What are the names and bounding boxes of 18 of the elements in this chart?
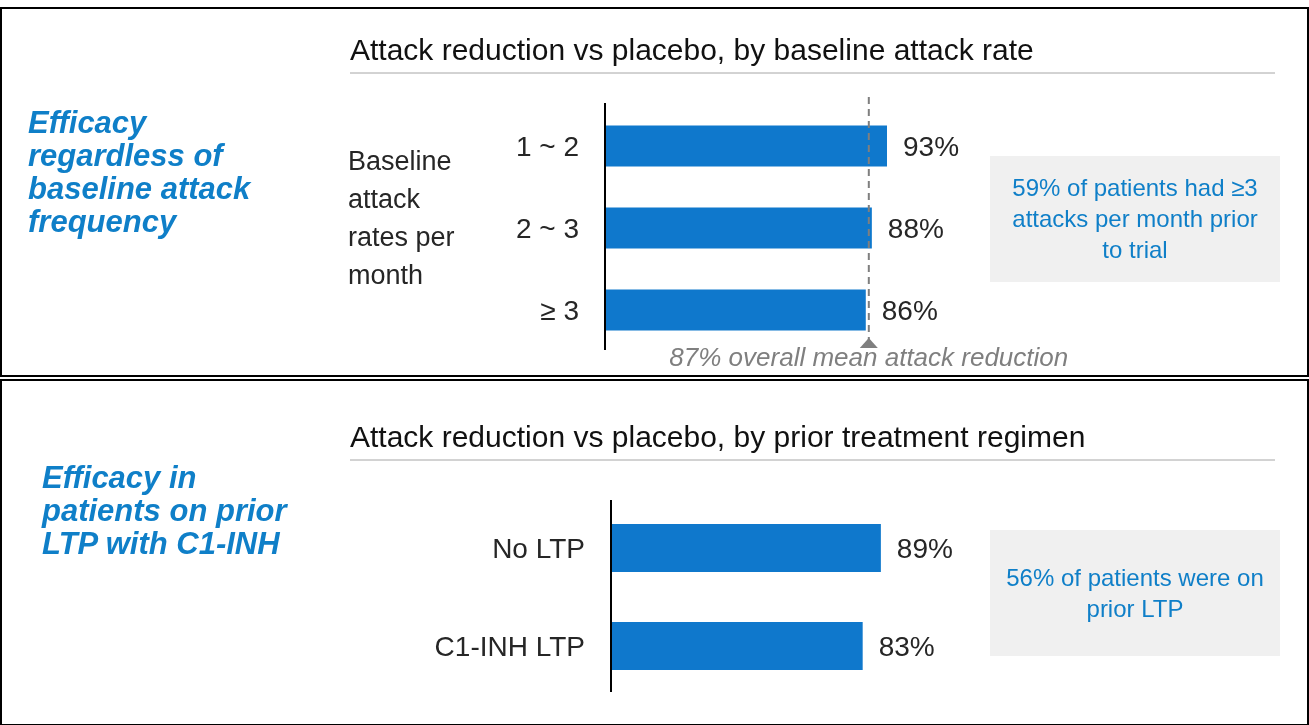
text: 56% of patients were on prior LTP [1006,563,1264,622]
data-label: 89% [896,533,953,564]
data-label: 83% [878,631,935,662]
y-tick-label: 1 ~ 2 [515,131,579,162]
data-label: 88% [887,213,944,244]
data-label: 86% [881,295,938,326]
text: Efficacy in patients on prior LTP with C1-INH [41,460,289,561]
y-tick-label: No LTP [492,533,585,564]
ref-line-label: 87% overall mean attack reduction [669,342,1069,372]
data-label: 93% [903,131,960,162]
y-tick-label: 2 ~ 3 [515,213,579,244]
y-tick-label: C1-INH LTP [434,631,585,662]
y-tick-label: ≥ 3 [540,295,579,326]
chart-title: Attack reduction vs placebo, by baseline attack rate [350,33,1034,66]
y-axis-title: Baseline attack rates per month [348,146,455,290]
text: 59% of patients had ≥3 attacks per month prior to trial [1012,174,1258,263]
chart-title: Attack reduction vs placebo, by prior treatment regimen [350,420,1086,453]
text: Efficacy regardless of baseline attack frequency [28,105,253,239]
